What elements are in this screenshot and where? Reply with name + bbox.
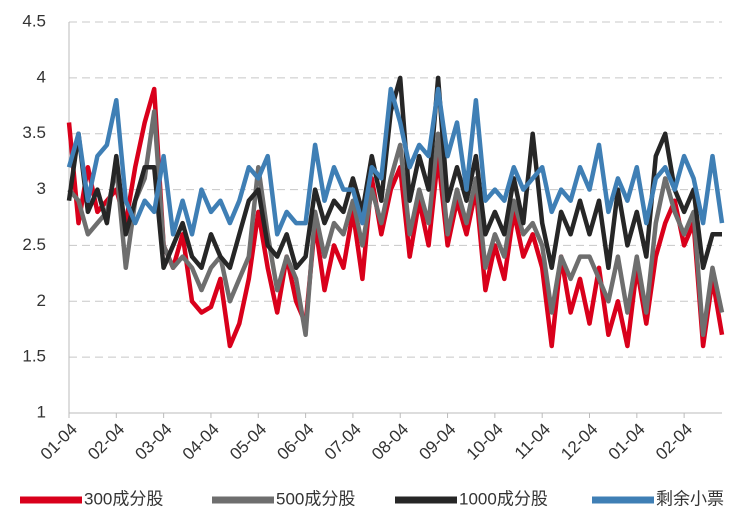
series-line (66, 86, 725, 349)
y-tick-label: 4 (37, 67, 46, 86)
series-line (67, 109, 725, 338)
legend-label: 剩余小票 (656, 489, 724, 508)
x-tick-label: 02-04 (652, 420, 696, 464)
y-tick-label: 3 (37, 179, 46, 198)
x-tick-label: 02-04 (84, 420, 128, 464)
y-tick-label: 2 (37, 291, 46, 310)
x-tick-label: 05-04 (226, 420, 270, 464)
x-tick-label: 06-04 (273, 420, 317, 464)
series-line (66, 75, 722, 271)
x-tick-label: 12-04 (557, 420, 601, 464)
x-tick-label: 07-04 (321, 420, 365, 464)
y-tick-label: 4.5 (22, 11, 46, 30)
x-tick-label: 09-04 (415, 420, 459, 464)
x-tick-label: 08-04 (368, 420, 412, 464)
x-tick-label: 11-04 (511, 420, 554, 463)
y-tick-label: 3.5 (22, 123, 46, 142)
legend-label: 1000成分股 (459, 489, 548, 508)
y-tick-label: 1 (37, 402, 46, 421)
series-line (66, 86, 725, 237)
legend-label: 300成分股 (84, 489, 163, 508)
y-tick-label: 2.5 (22, 235, 46, 254)
x-tick-label: 01-04 (605, 420, 649, 464)
y-tick-label: 1.5 (22, 347, 46, 366)
x-tick-label: 04-04 (179, 420, 223, 464)
legend-label: 500成分股 (276, 489, 355, 508)
x-tick-label: 03-04 (131, 420, 175, 464)
x-tick-label: 10-04 (463, 420, 507, 464)
x-tick-label: 01-04 (37, 420, 81, 464)
